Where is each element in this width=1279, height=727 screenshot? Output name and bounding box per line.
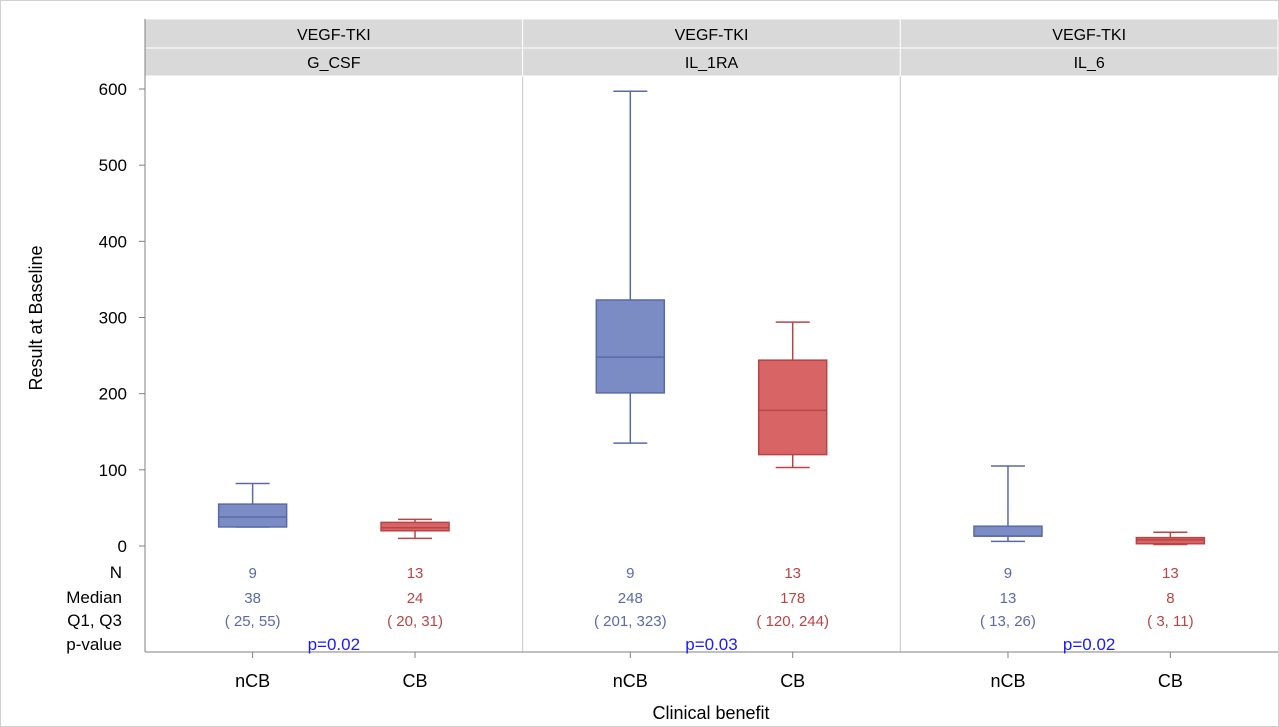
n-value: 9 (248, 565, 256, 582)
panel-header-top: VEGF-TKI (675, 27, 749, 44)
x-tick-label: nCB (235, 671, 270, 691)
box-iqr (1135, 536, 1206, 545)
table-row-label: p-value (66, 635, 122, 654)
quartile-value: ( 20, 31) (387, 613, 443, 630)
quartile-value: ( 201, 323) (594, 613, 667, 630)
table-row-label: Median (66, 588, 122, 607)
x-tick-label: CB (1158, 671, 1183, 691)
panel-header-bottom: IL_1RA (685, 55, 739, 72)
p-value-label: p=0.02 (1063, 635, 1115, 654)
table-row-label: N (110, 563, 122, 582)
y-tick-label: 200 (99, 385, 127, 404)
y-tick-label: 0 (118, 537, 127, 556)
median-value: 24 (407, 590, 424, 607)
x-tick-label: nCB (990, 671, 1025, 691)
y-tick-label: 500 (99, 156, 127, 175)
panel-header-bottom: IL_6 (1074, 55, 1105, 72)
table-row-label: Q1, Q3 (67, 611, 122, 630)
p-value-label: p=0.03 (685, 635, 737, 654)
panel-header-top: VEGF-TKI (1052, 27, 1126, 44)
y-tick-label: 600 (99, 80, 127, 99)
n-value: 13 (784, 565, 801, 582)
y-tick-label: 400 (99, 232, 127, 251)
median-value: 13 (1000, 590, 1017, 607)
box-iqr (757, 359, 828, 456)
x-tick-label: CB (780, 671, 805, 691)
median-value: 248 (618, 590, 643, 607)
median-value: 178 (780, 590, 805, 607)
panel-header-top-bg (899, 18, 1279, 49)
quartile-value: ( 25, 55) (225, 613, 281, 630)
n-value: 9 (1004, 565, 1012, 582)
box-iqr (973, 525, 1043, 537)
median-value: 38 (244, 590, 261, 607)
x-tick-label: nCB (613, 671, 648, 691)
panel-header-top: VEGF-TKI (297, 27, 371, 44)
y-tick-label: 300 (99, 309, 127, 328)
n-value: 13 (407, 565, 424, 582)
x-axis-label: Clinical benefit (652, 703, 769, 723)
panel-header-bottom-bg (899, 47, 1279, 77)
panel-header-top-bg (522, 18, 901, 49)
n-value: 9 (626, 565, 634, 582)
n-value: 13 (1162, 565, 1179, 582)
quartile-value: ( 120, 244) (756, 613, 829, 630)
quartile-value: ( 13, 26) (980, 613, 1036, 630)
p-value-label: p=0.02 (308, 635, 360, 654)
panel-header-bottom: G_CSF (307, 55, 361, 72)
quartile-value: ( 3, 11) (1147, 613, 1193, 630)
box-iqr (380, 521, 450, 532)
y-tick-label: 100 (99, 461, 127, 480)
panel-header-top-bg (144, 18, 524, 49)
box-iqr (595, 299, 666, 394)
box-iqr (217, 503, 288, 528)
y-axis-label: Result at Baseline (26, 245, 46, 390)
median-value: 8 (1166, 590, 1174, 607)
x-tick-label: CB (403, 671, 428, 691)
